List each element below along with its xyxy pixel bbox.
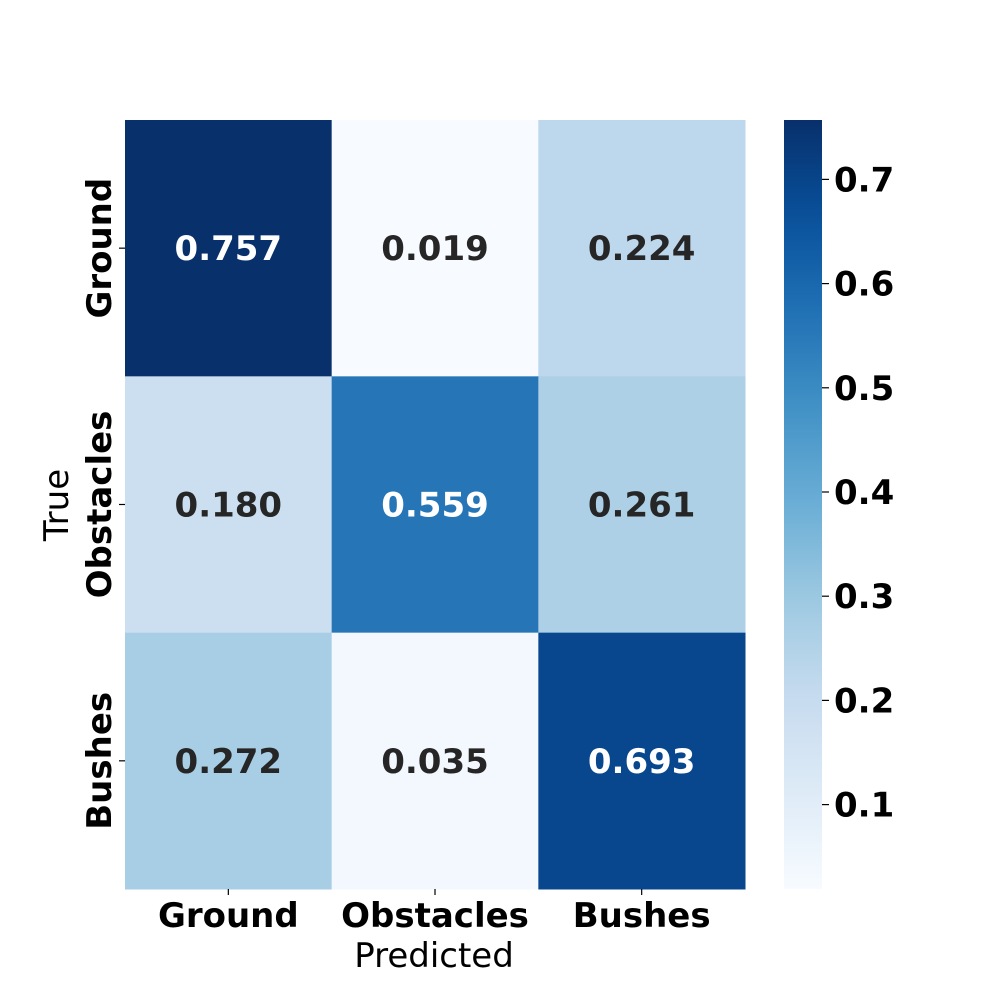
heatmap-cell: [538, 376, 746, 634]
colorbar-tick-label: 0.5: [834, 369, 894, 409]
cell-value-label: 0.019: [381, 229, 489, 269]
heatmap-cell: [125, 376, 333, 634]
heatmap-cell: [125, 120, 333, 377]
heatmap-cell: [331, 120, 539, 377]
x-axis: Ground Obstacles Bushes: [158, 888, 711, 936]
heatmap-cell: [331, 376, 539, 634]
colorbar: 0.1 0.2 0.3 0.4 0.5 0.6 0.7: [784, 120, 894, 889]
cell-value-label: 0.693: [588, 742, 696, 782]
cell-value-label: 0.757: [175, 229, 283, 269]
y-axis: Ground Obstacles Bushes: [80, 178, 125, 830]
heatmap-cell: [538, 120, 746, 377]
cell-value-label: 0.261: [588, 485, 696, 525]
cell-value-label: 0.272: [175, 742, 283, 782]
y-tick-label: Ground: [80, 178, 120, 319]
heatmap-cell: [538, 632, 746, 890]
colorbar-tick-label: 0.6: [834, 265, 894, 305]
colorbar-tick-label: 0.1: [834, 786, 894, 826]
cell-value-label: 0.035: [381, 742, 489, 782]
colorbar-tick-label: 0.2: [834, 681, 894, 721]
heatmap-cell: [331, 632, 539, 890]
y-tick-label: Bushes: [80, 692, 120, 830]
x-tick-label: Obstacles: [341, 896, 529, 936]
cell-value-label: 0.224: [588, 229, 696, 269]
colorbar-gradient: [784, 120, 822, 889]
colorbar-tick-label: 0.7: [834, 160, 894, 200]
heatmap-cells: 0.757 0.019 0.224 0.180 0.559 0.261 0.272 0.035…: [125, 120, 746, 890]
colorbar-tick-label: 0.3: [834, 577, 894, 617]
x-tick-label: Bushes: [573, 896, 711, 936]
cell-value-label: 0.559: [381, 485, 489, 525]
y-tick-label: Obstacles: [80, 411, 120, 599]
cell-value-label: 0.180: [175, 485, 283, 525]
x-tick-label: Ground: [158, 896, 299, 936]
y-axis-title: True: [37, 469, 77, 542]
x-axis-title: Predicted: [354, 936, 514, 976]
colorbar-tick-label: 0.4: [834, 473, 894, 513]
heatmap-cell: [125, 632, 333, 890]
